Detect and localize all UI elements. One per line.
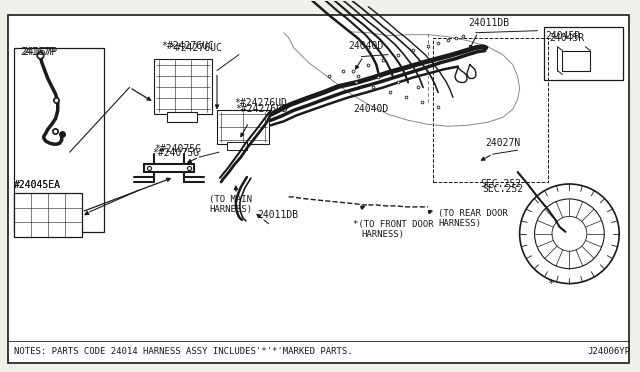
Text: 24011DB: 24011DB [468, 18, 509, 28]
Text: HARNESS): HARNESS) [438, 219, 481, 228]
Text: 24040D: 24040D [353, 104, 388, 114]
Text: *#24276UC: *#24276UC [161, 41, 214, 51]
Text: 24167P: 24167P [20, 46, 55, 57]
Text: 24027N: 24027N [486, 138, 521, 148]
Text: 24011DB: 24011DB [257, 210, 298, 220]
Bar [563, 51, 590, 71]
Bar [433, 38, 547, 182]
Text: *#24276UD: *#24276UD [234, 98, 287, 108]
Text: *#24276UC: *#24276UC [169, 43, 222, 52]
Text: HARNESS): HARNESS) [362, 230, 404, 239]
Text: *#24075G: *#24075G [152, 148, 199, 158]
Text: 24045R: 24045R [550, 33, 585, 43]
Text: #24045EA: #24045EA [14, 180, 61, 190]
Text: 24040D: 24040D [348, 41, 383, 51]
Bar [14, 48, 104, 232]
Text: *(TO FRONT DOOR: *(TO FRONT DOOR [353, 220, 434, 229]
Bar [217, 110, 269, 144]
Text: *#24075G: *#24075G [154, 144, 202, 154]
Bar [167, 112, 197, 122]
Text: *: * [547, 279, 554, 289]
Bar [227, 142, 247, 150]
Text: SEC.252: SEC.252 [481, 179, 522, 189]
Text: 24167P: 24167P [22, 46, 57, 57]
Text: *#24276UD: *#24276UD [235, 104, 288, 114]
Bar [154, 58, 212, 114]
Text: 24045R: 24045R [545, 31, 580, 41]
Text: NOTES: PARTS CODE 24014 HARNESS ASSY INCLUDES'*'*'MARKED PARTS.: NOTES: PARTS CODE 24014 HARNESS ASSY INC… [14, 347, 353, 356]
Text: #24045EA: #24045EA [14, 180, 61, 190]
Text: HARNESS): HARNESS) [209, 205, 252, 214]
Bar [14, 193, 82, 237]
Text: SEC.252: SEC.252 [483, 184, 524, 194]
Text: J24006YP: J24006YP [588, 347, 630, 356]
Text: (TO MAIN: (TO MAIN [209, 195, 252, 204]
Bar [543, 27, 623, 80]
Text: (TO REAR DOOR: (TO REAR DOOR [438, 209, 508, 218]
